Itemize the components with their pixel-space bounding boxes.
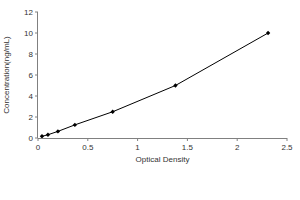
x-tick	[87, 138, 88, 141]
x-tick	[187, 138, 188, 141]
x-tick-label: 2	[235, 143, 240, 152]
x-tick	[137, 138, 138, 141]
y-tick	[35, 12, 38, 13]
data-point	[56, 129, 60, 133]
y-tick-label: 8	[29, 50, 34, 59]
y-tick-label: 10	[24, 29, 33, 38]
y-tick	[35, 117, 38, 118]
y-tick-label: 0	[29, 134, 34, 143]
data-point	[40, 134, 44, 138]
data-point	[266, 31, 270, 35]
data-point	[111, 110, 115, 114]
y-tick	[35, 138, 38, 139]
data-point	[173, 83, 177, 87]
x-tick-label: 1.5	[182, 143, 194, 152]
x-tick	[237, 138, 238, 141]
chart: 0 0.5 1 1.5 2 2.5 0 2 4 6 8 10 12 Optical Density Conc…	[0, 0, 300, 200]
x-axis	[38, 138, 287, 139]
series-line	[42, 33, 268, 136]
data-point	[73, 123, 77, 127]
x-axis-label: Optical Density	[136, 155, 190, 164]
y-tick	[35, 54, 38, 55]
x-tick-label: 2.5	[281, 143, 293, 152]
y-tick	[35, 75, 38, 76]
plot-area	[40, 31, 270, 138]
y-axis-label: Concentration(ng/mL)	[2, 36, 11, 114]
y-tick-label: 12	[24, 8, 33, 17]
y-tick	[35, 33, 38, 34]
chart-container: 0 0.5 1 1.5 2 2.5 0 2 4 6 8 10 12 Optical Density Conc…	[0, 0, 300, 200]
y-tick	[35, 96, 38, 97]
y-tick-label: 2	[29, 113, 34, 122]
x-tick-label: 0	[36, 143, 41, 152]
x-tick-label: 1	[135, 143, 140, 152]
y-tick-label: 4	[29, 92, 34, 101]
data-point	[46, 133, 50, 137]
x-tick-label: 0.5	[82, 143, 94, 152]
x-tick	[287, 138, 288, 141]
y-tick-label: 6	[29, 71, 34, 80]
